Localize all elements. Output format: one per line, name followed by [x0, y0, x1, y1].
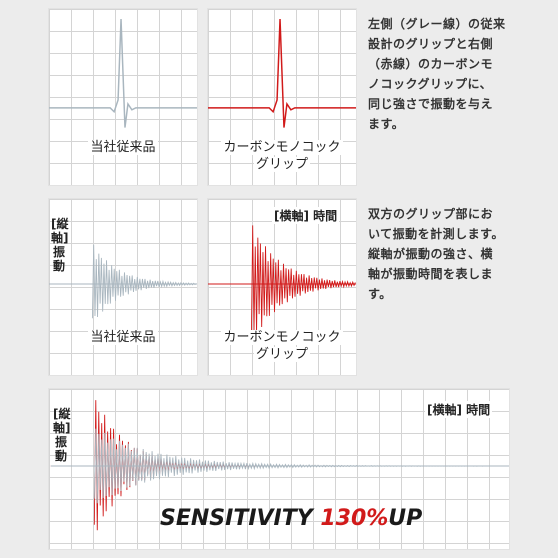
sensitivity-headline: SENSITIVITY 130%UP — [160, 506, 422, 531]
vertical-axis-label: [縦 軸] 振 動 — [51, 217, 69, 273]
horizontal-axis-label-bottom: [横軸] 時間 — [425, 401, 493, 418]
decay-wave-gray-overlay — [50, 428, 509, 504]
desc1-line: 設計のグリップと右側 — [368, 37, 494, 51]
caption-conventional-mid: 当社従来品 — [88, 330, 158, 345]
decay-chart-gray — [49, 244, 197, 319]
decay-panel-conventional: [縦 軸] 振 動 当社従来品 — [48, 198, 198, 376]
pulse-line-red — [208, 19, 356, 128]
sensitivity-up: UP — [388, 506, 423, 531]
pulse-chart-red — [208, 19, 356, 128]
desc2-line: いて振動を計測します。 — [368, 227, 504, 241]
desc2-line: 双方のグリップ部にお — [368, 207, 494, 221]
pulse-chart-gray — [49, 19, 197, 128]
caption-carbon: カーボンモノコック グリップ — [221, 140, 343, 172]
desc1-line: 同じ強さで振動を与え — [368, 97, 494, 111]
pulse-line-gray — [49, 19, 197, 128]
desc1-line: ます。 — [368, 117, 405, 131]
pulse-panel-carbon: カーボンモノコック グリップ — [207, 8, 357, 186]
sensitivity-percent: 130% — [320, 506, 389, 531]
sensitivity-word: SENSITIVITY — [160, 506, 321, 531]
desc2-line: 縦軸が振動の強さ、横 — [368, 247, 494, 261]
decay-wave-red — [208, 225, 356, 335]
desc1-line: （赤線）のカーボンモ — [368, 57, 494, 71]
decay-wave-path — [93, 428, 507, 504]
decay-chart-red — [208, 225, 356, 335]
desc1-line: 左側（グレー線）の従来 — [368, 17, 506, 31]
desc2-line: 軸が振動時間を表しま — [368, 267, 494, 281]
description-measurement: 双方のグリップ部にお いて振動を計測します。 縦軸が振動の強さ、横 軸が振動時間… — [368, 204, 508, 304]
desc2-line: す。 — [368, 287, 392, 301]
pulse-panel-conventional: 当社従来品 — [48, 8, 198, 186]
caption-conventional: 当社従来品 — [88, 140, 158, 155]
horizontal-axis-label: [横軸] 時間 — [272, 207, 340, 224]
decay-wave-path — [250, 225, 356, 335]
decay-chart-overlay — [50, 400, 509, 531]
desc1-line: ノコックグリップに、 — [368, 77, 493, 91]
decay-wave-path — [91, 244, 197, 319]
description-test-setup: 左側（グレー線）の従来 設計のグリップと右側 （赤線）のカーボンモ ノコックグリ… — [368, 14, 508, 134]
decay-panel-carbon: [横軸] 時間 カーボンモノコック グリップ — [207, 198, 357, 376]
vertical-axis-label-bottom: [縦 軸] 振 動 — [53, 407, 71, 463]
decay-wave-gray — [49, 244, 197, 319]
caption-carbon-mid: カーボンモノコック グリップ — [221, 330, 343, 362]
decay-panel-comparison: [縦 軸] 振 動 [横軸] 時間 — [48, 388, 510, 550]
